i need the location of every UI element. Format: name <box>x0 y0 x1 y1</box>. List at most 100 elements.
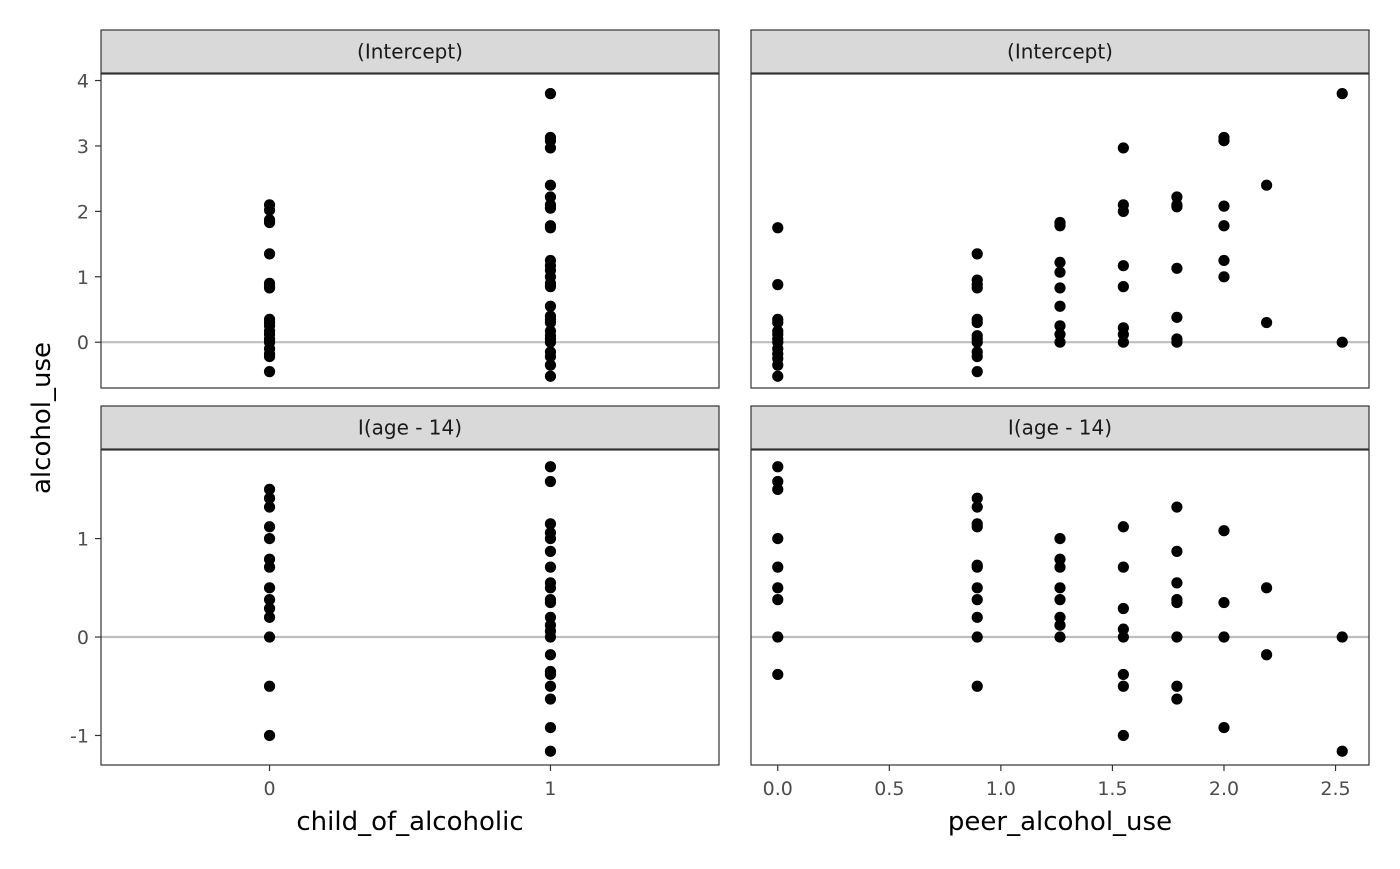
y-tick-label: 1 <box>77 267 89 289</box>
facet-strip-label: (Intercept) <box>357 40 463 64</box>
facet-strip <box>100 29 720 74</box>
data-point <box>1171 693 1183 705</box>
data-point <box>1218 271 1230 283</box>
data-point <box>772 279 784 291</box>
data-point <box>1054 611 1066 623</box>
y-tick-label: 1 <box>77 529 89 551</box>
y-tick-label: 0 <box>77 627 89 649</box>
data-point <box>1218 135 1230 147</box>
data-point <box>1171 336 1183 348</box>
x-tick-label: 0.5 <box>874 778 904 800</box>
x-tick-label: 1.5 <box>1097 778 1127 800</box>
data-point <box>1054 336 1066 348</box>
facet-strip-label: (Intercept) <box>1007 40 1113 64</box>
data-point <box>544 532 557 545</box>
data-point <box>971 594 983 606</box>
data-point <box>772 561 784 573</box>
data-point <box>772 668 784 681</box>
data-point <box>1260 316 1273 329</box>
data-point <box>772 370 784 382</box>
facet-strip-label: I(age - 14) <box>358 416 462 440</box>
data-point <box>544 631 557 643</box>
data-point <box>971 561 983 573</box>
data-point <box>263 602 276 615</box>
data-point <box>1054 282 1066 294</box>
data-point <box>772 631 784 643</box>
y-tick-label: 3 <box>77 136 89 158</box>
data-point <box>1218 596 1230 609</box>
data-point <box>1171 191 1183 203</box>
data-point <box>544 370 557 382</box>
data-point <box>1054 553 1066 565</box>
data-point <box>1054 561 1066 573</box>
y-tick-label: 0 <box>77 332 89 354</box>
data-point <box>971 582 983 594</box>
data-point <box>1336 631 1348 643</box>
data-point <box>1054 300 1066 312</box>
data-point <box>544 142 557 154</box>
data-point <box>1336 88 1348 100</box>
data-point <box>971 521 983 533</box>
data-point <box>971 316 983 329</box>
data-point <box>263 521 276 533</box>
data-point <box>1054 582 1066 594</box>
data-point <box>263 594 276 606</box>
data-point <box>772 222 784 234</box>
data-point <box>263 366 276 378</box>
data-point <box>1171 201 1183 213</box>
data-point <box>1260 582 1273 594</box>
data-point <box>544 693 557 705</box>
data-point <box>1117 328 1129 340</box>
data-point <box>263 492 276 504</box>
data-point <box>1171 631 1183 643</box>
data-point <box>1171 545 1183 557</box>
data-point <box>772 461 784 473</box>
data-point <box>544 582 557 594</box>
data-point <box>772 594 784 606</box>
facet-strip <box>750 29 1370 74</box>
x-tick-label: 2.0 <box>1209 778 1239 800</box>
x-axis-title: peer_alcohol_use <box>948 807 1172 837</box>
panel-border <box>100 73 720 389</box>
data-point <box>971 492 983 504</box>
data-point <box>263 216 276 229</box>
data-point <box>1117 281 1129 293</box>
data-point <box>263 483 276 495</box>
data-point <box>544 300 557 312</box>
y-tick-label: -1 <box>70 725 89 747</box>
data-point <box>1117 623 1129 635</box>
facet-strip-label: I(age - 14) <box>1008 416 1112 440</box>
data-point <box>544 222 557 234</box>
data-point <box>263 204 276 216</box>
data-point <box>1171 262 1183 274</box>
data-point <box>1171 596 1183 609</box>
data-point <box>544 359 557 371</box>
y-axis-title: alcohol_use <box>27 342 57 494</box>
data-point <box>544 336 557 348</box>
data-point <box>971 248 983 260</box>
panel-border <box>750 449 1370 766</box>
x-tick-label: 1.0 <box>986 778 1016 800</box>
data-point <box>263 282 276 294</box>
panel-border <box>750 73 1370 389</box>
data-point <box>263 532 276 545</box>
data-point <box>263 611 276 623</box>
data-point <box>971 680 983 692</box>
data-point <box>1054 619 1066 631</box>
data-point <box>1117 336 1129 348</box>
panel-border <box>100 449 720 766</box>
data-point <box>263 631 276 643</box>
data-point <box>1117 260 1129 272</box>
data-point <box>263 553 276 565</box>
facet-strip <box>100 405 720 450</box>
data-point <box>263 680 276 692</box>
data-point <box>772 359 784 371</box>
data-point <box>544 680 557 692</box>
data-point <box>1054 532 1066 545</box>
data-point <box>544 518 557 530</box>
facet-strip <box>750 405 1370 450</box>
data-point <box>544 745 557 757</box>
data-point <box>263 582 276 594</box>
x-tick-label: 2.5 <box>1320 778 1350 800</box>
data-point <box>1054 220 1066 232</box>
